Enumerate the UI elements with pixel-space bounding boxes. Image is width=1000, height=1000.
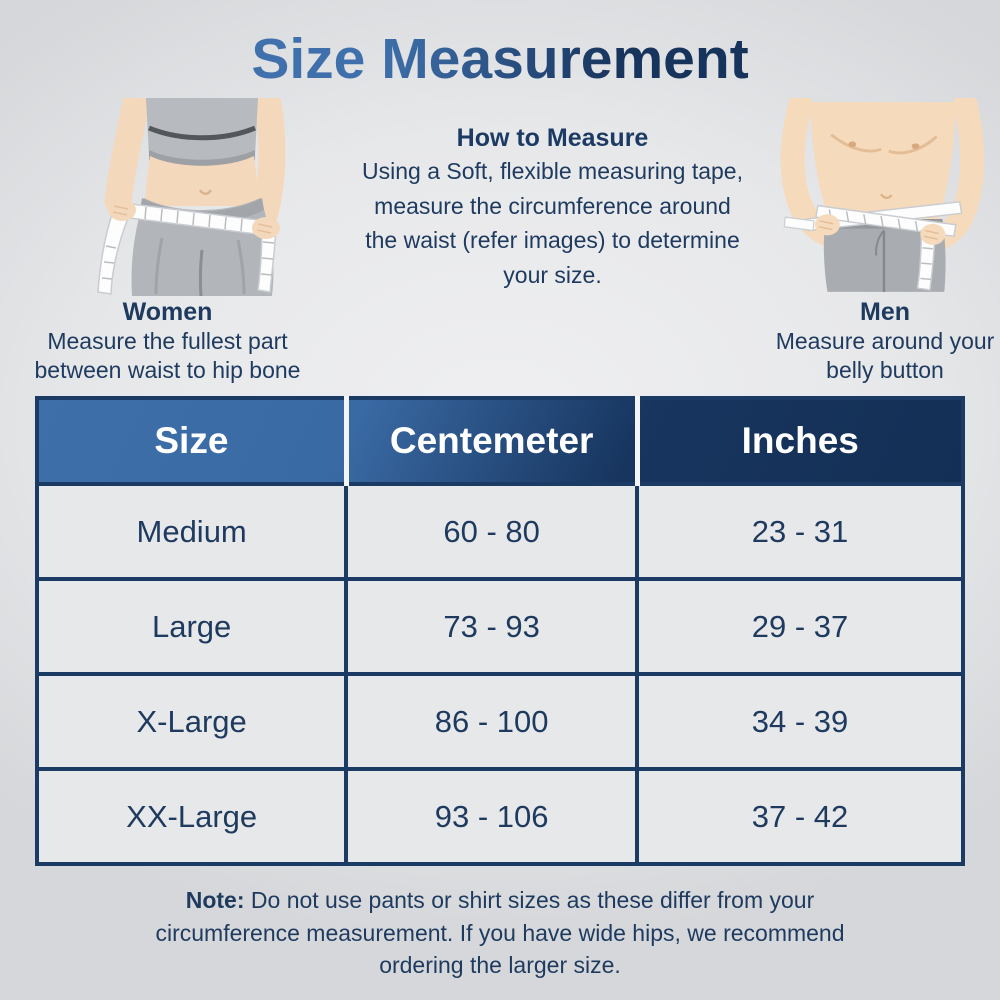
how-to-heading: How to Measure	[456, 124, 649, 152]
note-line: ordering the larger size.	[379, 952, 621, 979]
how-to-section: How to Measure Using a Soft, flexible me…	[335, 98, 770, 366]
cm-cell: 86 - 100	[344, 672, 640, 771]
note-line: circumference measurement. If you have w…	[155, 919, 845, 946]
men-label: Men	[860, 298, 910, 326]
woman-illustration	[96, 98, 285, 296]
header-centemeter: Centemeter	[343, 398, 638, 486]
note-line: Note: Do not use pants or shirt sizes as…	[185, 887, 815, 913]
header-inches: Inches	[634, 398, 963, 486]
man-illustration	[780, 98, 985, 292]
inches-cell: 23 - 31	[635, 482, 965, 581]
table-row: XX-Large 93 - 106 37 - 42	[34, 767, 965, 866]
how-to-line: your size.	[503, 261, 602, 288]
men-caption-line: Measure around your	[775, 328, 995, 354]
size-cell: Large	[34, 577, 349, 676]
header-size: Size	[37, 398, 347, 486]
inches-cell: 29 - 37	[635, 577, 965, 676]
page-title: Size Measurement	[0, 26, 1000, 92]
table-row: X-Large 86 - 100 34 - 39	[34, 672, 965, 771]
note-text: Note: Do not use pants or shirt sizes as…	[60, 884, 940, 982]
inches-cell: 37 - 42	[635, 767, 965, 866]
men-caption: Men Measure around your belly button	[776, 296, 995, 386]
women-caption-line: Measure the fullest part	[47, 328, 288, 354]
women-label: Women	[122, 298, 213, 326]
table-row: Large 73 - 93 29 - 37	[34, 577, 965, 676]
cm-cell: 73 - 93	[344, 577, 640, 676]
how-to-line: Using a Soft, flexible measuring tape,	[362, 158, 743, 184]
how-to-line: the waist (refer images) to determine	[365, 227, 740, 254]
table-header-row: Size Centemeter Inches	[37, 398, 963, 486]
size-cell: Medium	[34, 482, 349, 581]
women-caption: Women Measure the fullest part between w…	[35, 296, 301, 386]
how-to-line: measure the circumference around	[374, 192, 731, 219]
cm-cell: 93 - 106	[344, 767, 640, 866]
men-section: Men Measure around your belly button	[770, 98, 1000, 383]
men-caption-line: belly button	[826, 357, 944, 384]
hero-section: Women Measure the fullest part between w…	[0, 98, 1000, 383]
size-cell: XX-Large	[34, 767, 349, 866]
inches-cell: 34 - 39	[635, 672, 965, 771]
note-label: Note:	[185, 887, 245, 913]
women-section: Women Measure the fullest part between w…	[0, 98, 335, 383]
size-cell: X-Large	[34, 672, 349, 771]
women-caption-line: between waist to hip bone	[34, 357, 301, 384]
table-row: Medium 60 - 80 23 - 31	[34, 482, 965, 581]
size-table: Size Centemeter Inches Medium 60 - 80 23…	[34, 396, 965, 866]
cm-cell: 60 - 80	[344, 482, 640, 581]
